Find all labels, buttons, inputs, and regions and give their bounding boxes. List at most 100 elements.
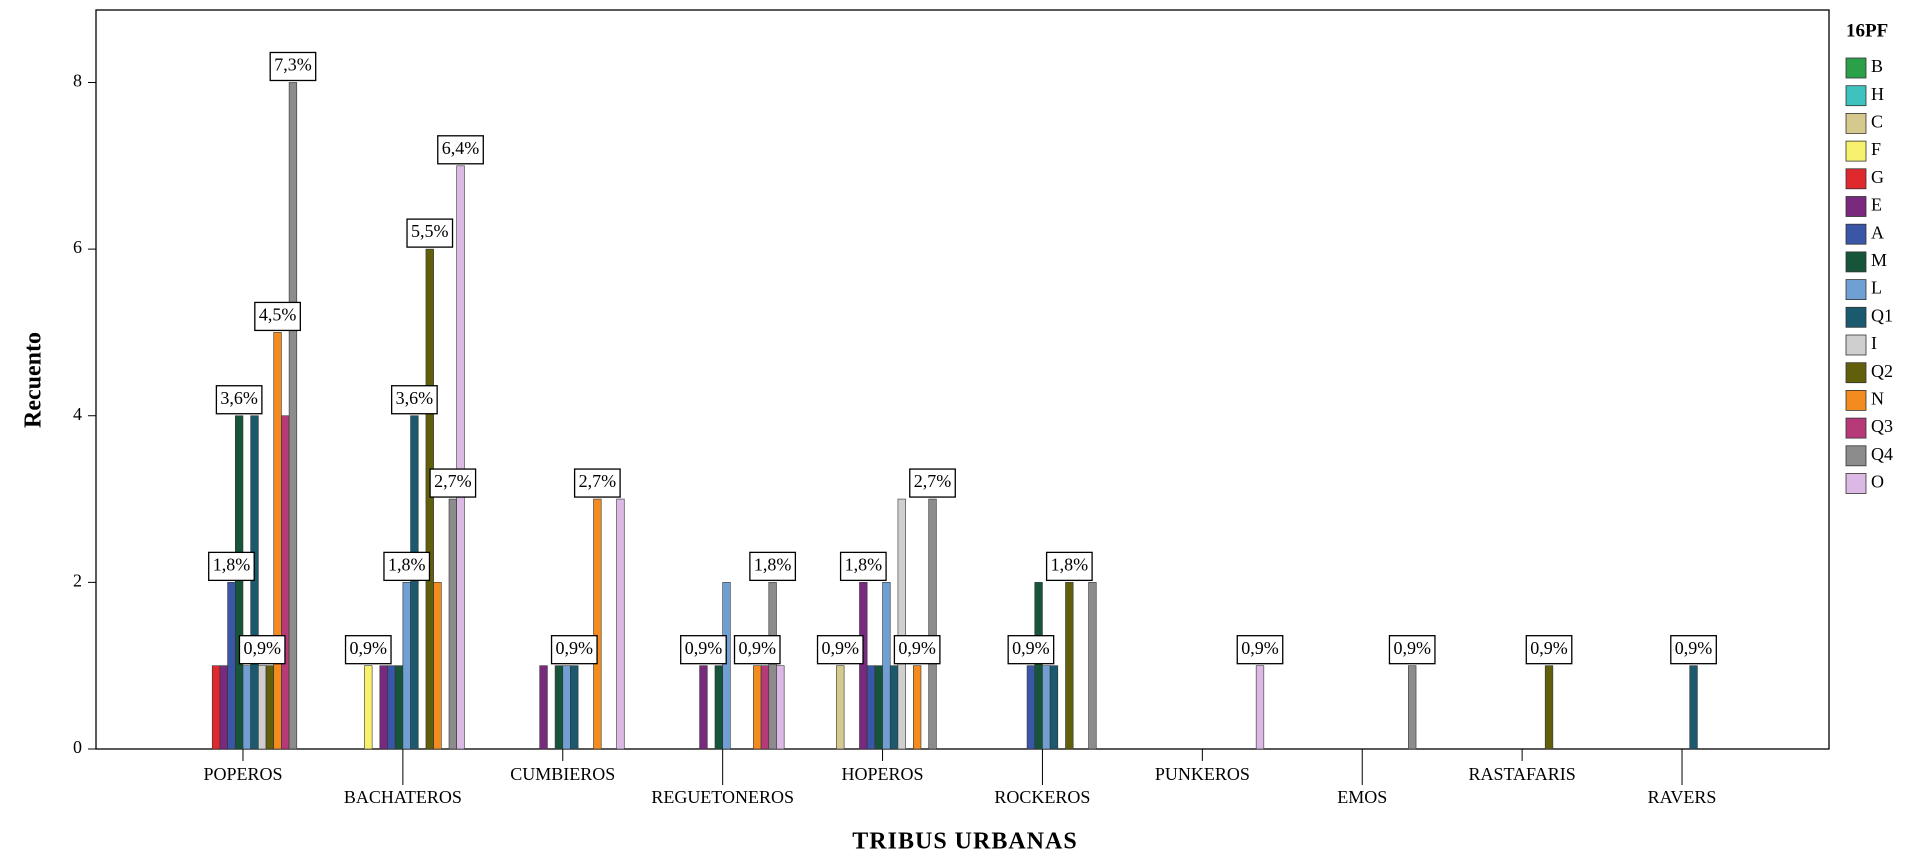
legend-label: A	[1871, 222, 1884, 242]
bar	[1255, 665, 1265, 750]
bar	[836, 665, 845, 750]
bar	[882, 582, 891, 750]
legend-label: E	[1871, 195, 1882, 215]
data-label-box	[383, 551, 431, 582]
x-tick-label: REGUETONEROS	[651, 787, 794, 807]
bar	[211, 665, 221, 750]
legend-swatch	[1845, 251, 1867, 273]
legend-swatch	[1845, 168, 1867, 190]
x-tick-label: HOPEROS	[842, 764, 924, 784]
legend-title: 16PF	[1846, 20, 1888, 41]
bar	[776, 665, 785, 750]
legend-label: O	[1871, 472, 1884, 492]
data-label-box	[893, 635, 941, 665]
data-label-box	[839, 551, 887, 582]
bar	[859, 582, 868, 750]
legend-swatch	[1845, 473, 1867, 494]
legend-label: G	[1871, 167, 1884, 187]
data-label-box	[429, 468, 477, 498]
legend-label: B	[1871, 56, 1883, 76]
bar	[874, 665, 883, 750]
bar	[250, 415, 259, 750]
data-label-box	[1045, 551, 1093, 582]
bar	[288, 82, 298, 750]
data-label: 1,8%	[845, 554, 883, 574]
bar	[281, 415, 290, 750]
data-label: 2,7%	[914, 471, 952, 491]
legend-swatch	[1845, 417, 1867, 439]
bar	[562, 665, 571, 750]
y-tick-label: 8	[73, 71, 82, 91]
data-label: 1,8%	[213, 554, 251, 574]
data-label-box	[680, 635, 727, 665]
legend-swatch	[1845, 223, 1867, 245]
y-tick-label: 6	[73, 237, 82, 257]
data-label-box	[238, 635, 286, 665]
bar	[456, 165, 465, 750]
bar	[1088, 582, 1097, 750]
data-label: 3,6%	[396, 388, 434, 408]
legend-swatch	[1845, 445, 1867, 467]
x-tick-label: CUMBIEROS	[510, 764, 615, 784]
y-tick-label: 0	[73, 737, 82, 757]
bar	[227, 582, 236, 750]
data-label-box	[909, 468, 956, 498]
bar	[554, 665, 564, 750]
data-label: 5,5%	[411, 221, 449, 241]
bar	[570, 665, 579, 750]
data-label: 0,9%	[1675, 638, 1713, 658]
bar	[722, 582, 731, 750]
x-tick-label: BACHATEROS	[344, 787, 462, 807]
bar	[1049, 665, 1059, 750]
legend-swatch	[1845, 196, 1867, 217]
bar	[364, 665, 373, 750]
legend-label: Q2	[1871, 361, 1893, 381]
legend-swatch	[1845, 334, 1867, 356]
bar	[219, 665, 228, 750]
bar	[387, 665, 396, 750]
data-label-box	[269, 51, 317, 82]
data-label-box	[344, 635, 392, 665]
plot-frame	[95, 9, 1830, 750]
legend-label: I	[1871, 333, 1877, 353]
bar	[410, 415, 419, 750]
data-label-box	[550, 635, 598, 665]
data-label-box	[215, 385, 263, 415]
data-label: 0,9%	[556, 638, 594, 658]
bar	[1034, 582, 1043, 750]
data-label-box	[208, 551, 255, 582]
x-tick-label: ROCKEROS	[994, 787, 1090, 807]
legend-label: N	[1871, 389, 1884, 409]
bar	[1065, 582, 1074, 750]
legend-swatch	[1845, 279, 1867, 301]
bar	[897, 498, 906, 750]
legend-swatch	[1845, 362, 1867, 384]
bar	[714, 665, 723, 750]
data-label-box	[406, 218, 454, 248]
data-label: 0,9%	[1393, 638, 1431, 658]
data-label-box	[733, 635, 781, 665]
data-label-box	[391, 385, 438, 415]
data-label-box	[1388, 635, 1436, 665]
y-tick-label: 2	[73, 570, 82, 590]
bar	[448, 498, 457, 750]
data-label: 0,9%	[1241, 638, 1279, 658]
data-label-box	[1670, 635, 1717, 665]
bar	[866, 665, 876, 750]
legend-label: M	[1871, 250, 1887, 270]
data-label-box	[573, 468, 621, 498]
x-tick-label: POPEROS	[203, 764, 282, 784]
bar	[1689, 665, 1698, 750]
legend-swatch	[1845, 306, 1867, 328]
data-label: 1,8%	[1051, 554, 1089, 574]
data-label: 0,9%	[1012, 638, 1050, 658]
data-label: 3,6%	[220, 388, 258, 408]
legend-swatch	[1845, 389, 1867, 411]
bar	[425, 248, 434, 750]
legend-label: Q3	[1871, 416, 1893, 436]
bar	[928, 498, 937, 750]
data-label: 2,7%	[579, 471, 617, 491]
data-label-box	[749, 551, 797, 582]
bar	[593, 498, 602, 750]
bar	[273, 332, 282, 750]
